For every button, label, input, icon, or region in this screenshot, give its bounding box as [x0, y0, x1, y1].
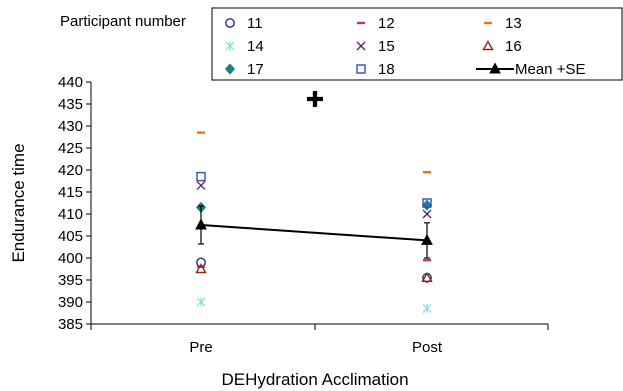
annotation-cross: ✚	[306, 87, 324, 112]
y-tick-label: 385	[58, 316, 83, 333]
data-point-p17	[421, 199, 433, 211]
y-tick-label: 440	[58, 74, 83, 91]
legend-marker-p17	[224, 63, 236, 75]
legend-label-p18: 18	[378, 61, 395, 78]
legend-label-p17: 17	[247, 61, 264, 78]
data-point-p18	[196, 171, 206, 182]
legend-title: Participant number	[60, 13, 186, 30]
y-tick-label: 435	[58, 96, 83, 113]
data-point-p15	[422, 209, 432, 219]
legend-box	[211, 7, 623, 81]
x-axis-title: DEHydration Acclimation	[221, 370, 408, 389]
data-point-p16-shape	[421, 271, 433, 282]
legend-label-mean: Mean +SE	[515, 61, 585, 78]
data-point-p14	[422, 304, 432, 314]
legend-marker-p14	[225, 41, 235, 51]
legend-marker-mean-shape	[489, 62, 501, 74]
legend-label-p11: 11	[247, 15, 263, 32]
data-point-p14	[196, 297, 206, 307]
data-point-p18-shape	[422, 198, 432, 208]
legend-marker-p11	[225, 18, 235, 28]
y-tick-label: 390	[58, 294, 83, 311]
y-tick-label: 420	[58, 162, 83, 179]
x-tick-label: Pre	[189, 339, 212, 356]
legend-label-p13: 13	[505, 15, 522, 32]
y-tick-label: 425	[58, 140, 83, 157]
y-axis-title: Endurance time	[9, 143, 28, 262]
y-tick-label: 405	[58, 228, 83, 245]
data-point-p16	[195, 263, 207, 274]
y-tick-label: 430	[58, 118, 83, 135]
data-point-p16-shape	[195, 263, 207, 274]
data-point-p16	[421, 271, 433, 282]
legend-marker-p15-stroke-b	[356, 41, 366, 51]
legend-label-p16: 16	[505, 38, 522, 55]
data-point-p15	[196, 180, 206, 190]
legend-marker-mean	[489, 62, 501, 74]
mean-point	[195, 218, 207, 230]
mean-point	[421, 233, 433, 245]
y-tick-label: 415	[58, 184, 83, 201]
mean-point-shape	[195, 218, 207, 230]
data-point-p17-shape	[421, 199, 433, 211]
data-point-p18	[422, 198, 432, 208]
legend-marker-p17-shape	[224, 63, 236, 75]
data-point-p15-stroke-b	[196, 180, 206, 190]
legend-marker-p16	[482, 40, 494, 51]
legend-marker-p15	[356, 41, 366, 51]
mean-line	[200, 224, 428, 242]
mean-point-shape	[421, 233, 433, 245]
data-point-p18-shape	[196, 171, 206, 182]
legend-marker-p18	[356, 64, 366, 74]
y-tick-label: 400	[58, 250, 83, 267]
legend-marker-p18-shape	[356, 64, 366, 74]
legend-label-p14: 14	[247, 38, 264, 55]
y-tick-label: 410	[58, 206, 83, 223]
legend-marker-p11-shape	[225, 18, 235, 28]
legend-label-p12: 12	[378, 15, 395, 32]
y-tick-label: 395	[58, 272, 83, 289]
x-tick-label: Post	[412, 339, 443, 356]
legend-label-p15: 15	[378, 38, 395, 55]
legend-marker-p16-shape	[482, 40, 494, 51]
data-point-p15-stroke-b	[422, 209, 432, 219]
